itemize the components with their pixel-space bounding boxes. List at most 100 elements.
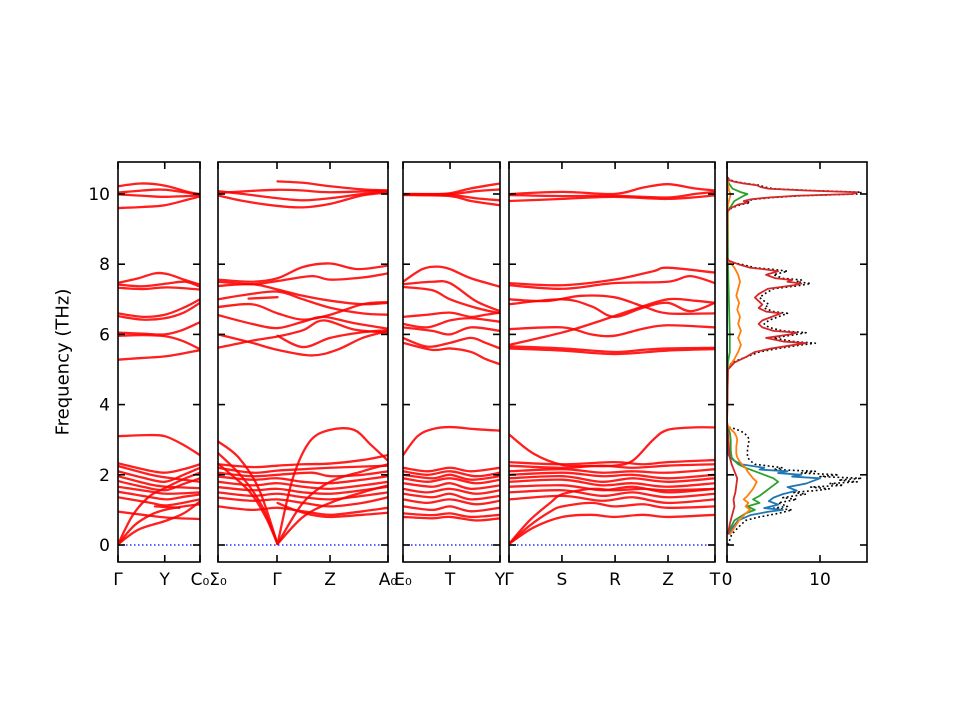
phonon-band-line <box>403 188 500 196</box>
phonon-band-line <box>276 463 388 546</box>
phonon-band-line <box>509 487 715 546</box>
phonon-band-line <box>403 182 500 196</box>
phonon-band-line <box>218 290 388 316</box>
pdos-green-curve <box>727 176 780 535</box>
phonon-band-line <box>118 464 200 483</box>
y-tick-label: 0 <box>99 536 110 556</box>
phonon-band-line <box>118 466 200 483</box>
phonon-band-line <box>218 329 388 357</box>
phonon-band-line <box>509 426 715 468</box>
phonon-band-line <box>509 294 715 316</box>
phonon-band-line <box>509 474 715 483</box>
phonon-band-line <box>218 464 388 474</box>
phonon-band-line <box>403 336 500 350</box>
phonon-band-line <box>218 313 388 330</box>
phonon-band-line <box>403 482 500 490</box>
phonon-band-line <box>118 320 200 336</box>
x-tick-label: Γ <box>504 570 514 590</box>
phonon-band-line <box>403 425 500 457</box>
phonon-band-line <box>218 491 388 501</box>
phonon-band-line <box>509 298 715 319</box>
phonon-band-line <box>509 194 715 203</box>
phonon-band-line <box>218 188 388 195</box>
band-panel-2: Σ₀ Γ Z A₀ <box>209 161 398 590</box>
phonon-band-line <box>509 458 715 466</box>
x-tick-label: 0 <box>722 570 733 590</box>
phonon-band-line <box>118 475 200 490</box>
phonon-band-line <box>218 480 388 491</box>
phonon-band-line <box>118 462 200 474</box>
x-tick-label: Σ₀ <box>209 570 227 590</box>
phonon-band-line <box>276 329 388 349</box>
phonon-band-line <box>403 512 500 519</box>
phonon-band-line <box>118 195 200 210</box>
phonon-band-line <box>118 193 200 198</box>
phonon-band-line <box>118 286 200 291</box>
x-tick-label: Z <box>662 570 674 590</box>
phonon-band-line <box>509 347 715 356</box>
phonon-band-line <box>118 301 200 321</box>
phonon-band-line <box>509 488 715 499</box>
phonon-band-line <box>247 296 279 300</box>
band-panel-3: E₀ T Y <box>394 161 506 590</box>
phonon-band-line <box>403 280 500 313</box>
phonon-band-line <box>403 492 500 501</box>
phonon-band-line <box>218 191 388 209</box>
phonon-band-line <box>218 190 388 202</box>
phonon-band-line <box>509 266 715 287</box>
band-panel-1: Γ Y C₀ <box>113 161 210 590</box>
phonon-band-line <box>118 333 200 351</box>
phonon-band-line <box>509 501 715 546</box>
phonon-band-line <box>403 341 500 366</box>
phonon-band-line <box>218 470 388 478</box>
phonon-band-line <box>509 463 715 469</box>
x-tick-label: T <box>444 570 456 590</box>
x-tick-label: A₀ <box>379 570 398 590</box>
x-tick-label: T <box>709 570 721 590</box>
x-tick-label: E₀ <box>394 570 412 590</box>
phonon-band-line <box>509 190 715 199</box>
phonon-band-line <box>403 285 500 315</box>
phonon-band-line <box>276 180 388 192</box>
phonon-band-line <box>403 466 500 473</box>
phonon-band-line <box>118 477 200 492</box>
phonon-band-line <box>118 349 200 361</box>
phonon-band-line <box>403 193 500 207</box>
phonon-band-line <box>403 311 500 319</box>
phonon-band-line <box>403 515 500 522</box>
x-tick-label: Z <box>324 570 336 590</box>
x-tick-label: 10 <box>809 570 831 590</box>
y-tick-label: 8 <box>99 255 110 275</box>
phonon-band-line <box>218 496 388 508</box>
phonon-band-line <box>118 496 200 507</box>
x-tick-label: C₀ <box>191 570 210 590</box>
phonon-band-line <box>403 317 500 329</box>
panel-frame <box>117 161 201 563</box>
phonon-band-line <box>276 427 388 546</box>
phonon-band-line <box>118 280 200 288</box>
phonon-band-line <box>509 274 715 290</box>
phonon-band-line <box>118 471 200 546</box>
phonon-band-line <box>403 326 500 336</box>
phonon-band-line <box>403 470 500 478</box>
y-tick-labels: 0 2 4 6 8 10 <box>88 185 110 556</box>
phonon-band-line <box>118 485 200 495</box>
phonon-band-line <box>509 324 715 338</box>
phonon-band-line <box>218 485 388 495</box>
y-tick-label: 4 <box>99 396 110 416</box>
phonon-band-line <box>118 510 200 521</box>
phonon-band-line <box>118 188 200 196</box>
phonon-band-line <box>118 271 200 286</box>
phonon-band-line <box>403 477 500 485</box>
phonon-band-line <box>403 487 500 495</box>
phonon-band-line <box>509 513 715 546</box>
phonon-band-line <box>118 298 200 319</box>
y-axis-title: Frequency (THz) <box>52 288 74 436</box>
phonon-band-line <box>509 471 715 480</box>
phonon-band-line <box>276 501 388 519</box>
y-tick-label: 6 <box>99 325 110 345</box>
phonon-band-line <box>509 297 715 347</box>
phonon-band-line <box>218 475 388 485</box>
